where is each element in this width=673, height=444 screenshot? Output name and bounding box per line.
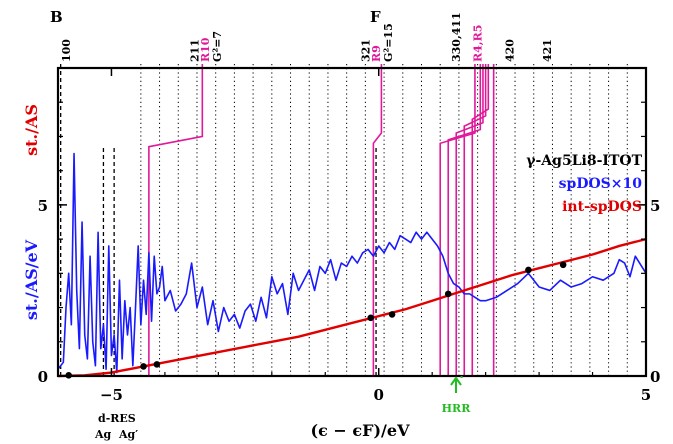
int-marker-7	[559, 261, 567, 269]
top-hkl-label-1: 211	[188, 39, 201, 62]
int-marker-4	[388, 311, 396, 318]
y-tick-label-right: 0	[650, 368, 660, 386]
legend: γ-Ag5Li8-ITOT spDOS×10 int-spDOS	[526, 153, 642, 215]
int-marker-3	[367, 314, 375, 322]
top-hkl-label-3: 330,411	[450, 12, 463, 62]
int-marker-2	[153, 361, 161, 368]
legend-spdos: spDOS×10	[559, 176, 643, 192]
hkl-line-0	[148, 64, 204, 376]
int-marker-5	[444, 290, 452, 298]
pink-label-2: R4,R5	[472, 25, 485, 62]
hkl-lines	[148, 64, 495, 376]
y-tick-label: 0	[38, 368, 48, 386]
hrr-label: HRR	[442, 402, 472, 415]
pink-label-1: R9	[370, 45, 383, 62]
hkl-line-5	[463, 64, 487, 376]
top-hkl-label-5: 421	[541, 39, 554, 62]
pink-sublabel-0: G²=7	[211, 31, 224, 62]
pink-label-0: R10	[199, 37, 212, 62]
y-tick-label-right: 5	[650, 197, 660, 215]
label-d-res: d-RES	[98, 412, 136, 425]
int-marker-1	[140, 363, 147, 370]
int-marker-6	[525, 266, 532, 274]
x-tick-label: −5	[100, 386, 123, 404]
data-layer	[57, 152, 647, 379]
hrr-arrow-head	[450, 376, 462, 386]
spdos-line	[57, 152, 647, 374]
grid-layer	[60, 64, 628, 376]
top-hkl-label-2: 321	[359, 39, 372, 62]
letter-f: F	[370, 8, 381, 26]
ylabel-left: st./AS/eV	[22, 239, 41, 320]
label-ag: Ag	[94, 428, 112, 441]
legend-title: γ-Ag5Li8-ITOT	[526, 153, 642, 169]
plot-frame	[56, 66, 648, 378]
label-ag-prime: Ag′	[118, 428, 138, 441]
ylabel-right: st./AS	[22, 104, 41, 156]
hkl-line-4	[455, 64, 484, 376]
legend-int-spdos: int-spDOS	[562, 199, 642, 215]
y-tick-label: 5	[38, 197, 48, 215]
hkl-line-2	[439, 64, 476, 376]
pink-sublabel-1: G²=15	[382, 23, 395, 62]
top-hkl-label-0: 100	[60, 39, 73, 62]
hrr-marker: HRR	[442, 376, 472, 415]
hkl-line-6	[471, 64, 490, 376]
x-tick-label: 5	[641, 386, 651, 404]
hkl-line-1	[372, 64, 383, 376]
top-hkl-label-4: 420	[504, 39, 517, 62]
xlabel: (ϵ − ϵF)/eV	[311, 421, 411, 440]
x-tick-label: 0	[374, 386, 384, 404]
letter-b: B	[50, 8, 63, 26]
